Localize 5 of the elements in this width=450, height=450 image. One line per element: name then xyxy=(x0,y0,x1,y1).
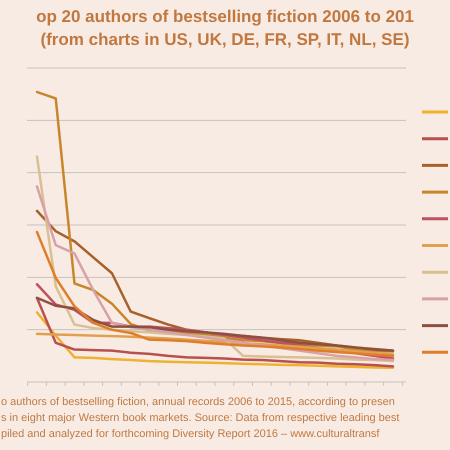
text: o authors of bestselling fiction, annual records 2006 to 2015, according to presen xyxy=(1,396,395,408)
chart-title: op 20 authors of bestselling fiction 2006 to 201 xyxy=(36,7,414,26)
chart-subtitle: (from charts in US, UK, DE, FR, SP, IT, NL, SE) xyxy=(40,30,410,49)
text: s in eight major Western book markets. Source: Data from respective leading best xyxy=(1,412,400,424)
text: piled and analyzed for forthcoming Diversity Report 2016 – www.culturaltransf xyxy=(1,428,380,440)
